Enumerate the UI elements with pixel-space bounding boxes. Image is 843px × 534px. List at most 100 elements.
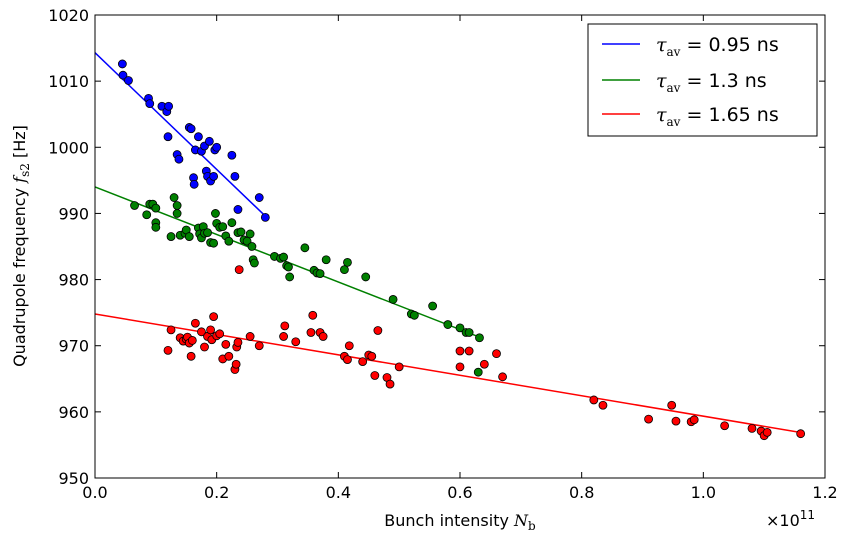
data-point-series-2 bbox=[292, 338, 300, 346]
data-point-series-2 bbox=[748, 424, 756, 432]
data-point-series-1 bbox=[474, 368, 482, 376]
data-point-series-0 bbox=[146, 100, 154, 108]
data-point-series-2 bbox=[668, 401, 676, 409]
data-point-series-1 bbox=[410, 311, 418, 319]
data-point-series-1 bbox=[475, 334, 483, 342]
data-point-series-1 bbox=[237, 228, 245, 236]
data-point-series-1 bbox=[210, 239, 218, 247]
data-point-series-2 bbox=[281, 322, 289, 330]
data-point-series-2 bbox=[207, 326, 215, 334]
y-axis-label: Quadrupole frequency fs2 [Hz] bbox=[10, 125, 32, 367]
x-tick-label: 0.2 bbox=[204, 483, 229, 502]
data-point-series-1 bbox=[322, 256, 330, 264]
data-point-series-1 bbox=[170, 194, 178, 202]
data-point-series-2 bbox=[456, 347, 464, 355]
data-point-series-0 bbox=[124, 76, 132, 84]
data-point-series-0 bbox=[255, 194, 263, 202]
data-point-series-1 bbox=[429, 302, 437, 310]
data-point-series-0 bbox=[205, 137, 213, 145]
data-point-series-1 bbox=[167, 233, 175, 241]
data-point-series-1 bbox=[250, 259, 258, 267]
data-point-series-2 bbox=[374, 327, 382, 335]
data-point-series-2 bbox=[672, 417, 680, 425]
data-point-series-0 bbox=[210, 172, 218, 180]
data-point-series-1 bbox=[465, 328, 473, 336]
data-point-series-1 bbox=[248, 243, 256, 251]
data-point-series-2 bbox=[309, 311, 317, 319]
data-point-series-2 bbox=[368, 352, 376, 360]
data-point-series-2 bbox=[280, 332, 288, 340]
x-tick-label: 1.0 bbox=[691, 483, 716, 502]
data-point-series-2 bbox=[234, 338, 242, 346]
data-point-series-2 bbox=[191, 319, 199, 327]
data-point-series-2 bbox=[499, 373, 507, 381]
data-point-series-2 bbox=[246, 332, 254, 340]
y-tick-label: 970 bbox=[58, 337, 89, 356]
data-point-series-1 bbox=[284, 263, 292, 271]
data-point-series-1 bbox=[225, 237, 233, 245]
data-point-series-0 bbox=[213, 143, 221, 151]
data-point-series-2 bbox=[232, 360, 240, 368]
data-point-series-2 bbox=[480, 360, 488, 368]
data-point-series-1 bbox=[152, 204, 160, 212]
data-point-series-0 bbox=[164, 133, 172, 141]
x-tick-label: 0.8 bbox=[569, 483, 594, 502]
data-point-series-1 bbox=[173, 201, 181, 209]
data-point-series-0 bbox=[165, 102, 173, 110]
data-point-series-0 bbox=[231, 172, 239, 180]
y-tick-label: 950 bbox=[58, 469, 89, 488]
data-point-series-2 bbox=[763, 428, 771, 436]
data-point-series-2 bbox=[235, 266, 243, 274]
data-point-series-2 bbox=[201, 343, 209, 351]
data-point-series-2 bbox=[359, 358, 367, 366]
data-point-series-2 bbox=[721, 422, 729, 430]
data-point-series-0 bbox=[194, 133, 202, 141]
data-point-series-1 bbox=[301, 244, 309, 252]
data-point-series-2 bbox=[590, 396, 598, 404]
data-point-series-1 bbox=[211, 209, 219, 217]
y-tick-label: 1020 bbox=[48, 6, 89, 25]
data-point-series-2 bbox=[797, 430, 805, 438]
x-tick-label: 0.4 bbox=[326, 483, 351, 502]
data-point-series-2 bbox=[371, 371, 379, 379]
legend: τav = 0.95 ns τav = 1.3 ns τav = 1.65 ns bbox=[588, 24, 817, 136]
data-point-series-1 bbox=[316, 270, 324, 278]
data-point-series-2 bbox=[493, 350, 501, 358]
data-point-series-0 bbox=[228, 151, 236, 159]
y-tick-label: 1000 bbox=[48, 138, 89, 157]
data-point-series-0 bbox=[261, 213, 269, 221]
data-point-series-1 bbox=[362, 273, 370, 281]
data-point-series-1 bbox=[228, 219, 236, 227]
data-point-series-2 bbox=[167, 326, 175, 334]
data-point-series-2 bbox=[386, 380, 394, 388]
data-point-series-2 bbox=[343, 356, 351, 364]
data-point-series-1 bbox=[286, 273, 294, 281]
data-point-series-0 bbox=[118, 60, 126, 68]
data-point-series-1 bbox=[173, 209, 181, 217]
data-point-series-0 bbox=[234, 205, 242, 213]
y-tick-label: 1010 bbox=[48, 72, 89, 91]
data-point-series-2 bbox=[395, 363, 403, 371]
data-point-series-1 bbox=[185, 233, 193, 241]
data-point-series-1 bbox=[340, 266, 348, 274]
y-tick-label: 980 bbox=[58, 271, 89, 290]
data-point-series-2 bbox=[187, 352, 195, 360]
y-tick-label: 990 bbox=[58, 204, 89, 223]
data-point-series-2 bbox=[164, 346, 172, 354]
data-point-series-0 bbox=[175, 155, 183, 163]
x-tick-label: 0.6 bbox=[447, 483, 472, 502]
data-point-series-2 bbox=[255, 342, 263, 350]
data-point-series-2 bbox=[690, 416, 698, 424]
data-point-series-2 bbox=[307, 328, 315, 336]
data-point-series-1 bbox=[343, 258, 351, 266]
data-point-series-1 bbox=[280, 253, 288, 261]
x-axis-label: Bunch intensity Nb bbox=[384, 511, 536, 533]
data-point-series-2 bbox=[599, 401, 607, 409]
data-point-series-2 bbox=[345, 342, 353, 350]
x-tick-label: 1.2 bbox=[812, 483, 837, 502]
data-point-series-2 bbox=[465, 347, 473, 355]
x-axis-multiplier: ×1011 bbox=[766, 508, 815, 530]
data-point-series-1 bbox=[389, 295, 397, 303]
data-point-series-2 bbox=[319, 332, 327, 340]
